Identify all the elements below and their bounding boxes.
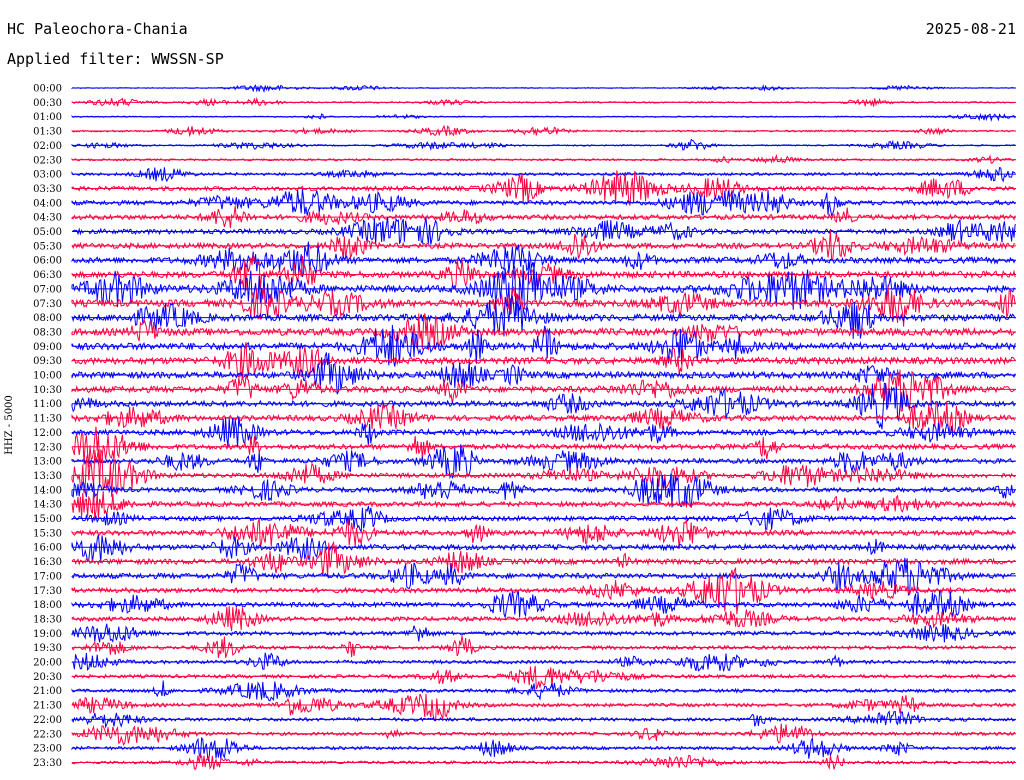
row-time-label: 23:30: [33, 758, 62, 769]
trace-row: [71, 635, 1016, 658]
row-time-label: 13:30: [33, 471, 62, 482]
trace-row: [71, 138, 1016, 151]
trace-row: [71, 206, 1016, 229]
row-time-label: 06:00: [33, 256, 62, 267]
row-time-label: 00:00: [33, 84, 62, 95]
trace-row: [71, 736, 1016, 762]
row-time-label: 19:00: [33, 629, 62, 640]
record-date: 2025-08-21: [925, 20, 1016, 38]
row-time-label: 11:30: [33, 414, 62, 425]
row-time-label: 01:00: [33, 112, 62, 123]
row-time-label: 06:30: [33, 270, 62, 281]
row-time-label: 14:00: [33, 485, 62, 496]
row-time-label: 02:30: [33, 155, 62, 166]
row-time-label: 08:30: [33, 327, 62, 338]
row-time-label: 10:00: [33, 371, 62, 382]
trace-row: [71, 557, 1016, 596]
trace-row: [71, 723, 1016, 746]
applied-filter: Applied filter: WWSSN-SP: [7, 50, 224, 68]
row-time-label: 09:30: [33, 356, 62, 367]
trace-row: [71, 540, 1016, 578]
row-time-label: 01:30: [33, 127, 62, 138]
row-time-label: 12:00: [33, 428, 62, 439]
row-time-label: 12:30: [33, 442, 62, 453]
trace-row: [71, 448, 1016, 497]
row-time-label: 17:00: [33, 571, 62, 582]
trace-row: [71, 589, 1016, 620]
row-time-label: 15:30: [33, 528, 62, 539]
row-time-label: 14:30: [33, 500, 62, 511]
row-time-label: 20:00: [33, 658, 62, 669]
row-time-label: 08:00: [33, 313, 62, 324]
row-time-label: 16:00: [33, 543, 62, 554]
row-time-label: 17:30: [33, 586, 62, 597]
row-time-label: 09:00: [33, 342, 62, 353]
trace-row: [71, 710, 1016, 729]
trace-row: [71, 693, 1016, 722]
trace-row: [71, 680, 1016, 702]
row-time-label: 03:30: [33, 184, 62, 195]
trace-row: [71, 473, 1016, 508]
row-time-label: 07:30: [33, 299, 62, 310]
trace-row: [71, 216, 1016, 245]
row-time-label: 03:00: [33, 170, 62, 181]
trace-row: [71, 606, 1016, 632]
trace-row: [71, 342, 1016, 378]
trace-row: [71, 254, 1016, 292]
trace-row: [71, 490, 1016, 520]
trace-row: [71, 324, 1016, 367]
trace-row: [71, 241, 1016, 277]
trace-row: [71, 170, 1016, 206]
row-time-label: 21:00: [33, 686, 62, 697]
trace-row: [71, 665, 1016, 690]
trace-row: [71, 444, 1016, 480]
trace-row: [71, 416, 1016, 448]
row-time-label: 23:00: [33, 744, 62, 755]
row-time-label: 04:30: [33, 213, 62, 224]
row-time-label: 22:00: [33, 715, 62, 726]
trace-row: [71, 261, 1016, 323]
row-time-label: 18:00: [33, 600, 62, 611]
row-time-label: 21:30: [33, 701, 62, 712]
row-time-label: 05:30: [33, 241, 62, 252]
row-time-label: 04:00: [33, 198, 62, 209]
row-time-label: 00:30: [33, 98, 62, 109]
trace-row: [71, 518, 1016, 549]
row-time-label: 18:30: [33, 614, 62, 625]
row-time-label: 16:30: [33, 557, 62, 568]
row-time-label: 02:00: [33, 141, 62, 152]
row-time-label: 15:00: [33, 514, 62, 525]
row-time-label: 19:30: [33, 643, 62, 654]
row-time-label: 10:30: [33, 385, 62, 396]
trace-row: [71, 401, 1016, 434]
row-time-label: 07:00: [33, 284, 62, 295]
row-time-label: 11:00: [33, 399, 62, 410]
row-time-label: 05:00: [33, 227, 62, 238]
row-time-label: 20:30: [33, 672, 62, 683]
row-time-label: 22:30: [33, 729, 62, 740]
row-time-label: 13:00: [33, 457, 62, 468]
trace-row: [71, 534, 1016, 564]
station-name: HC Paleochora-Chania: [7, 20, 188, 38]
trace-row: [71, 230, 1016, 261]
